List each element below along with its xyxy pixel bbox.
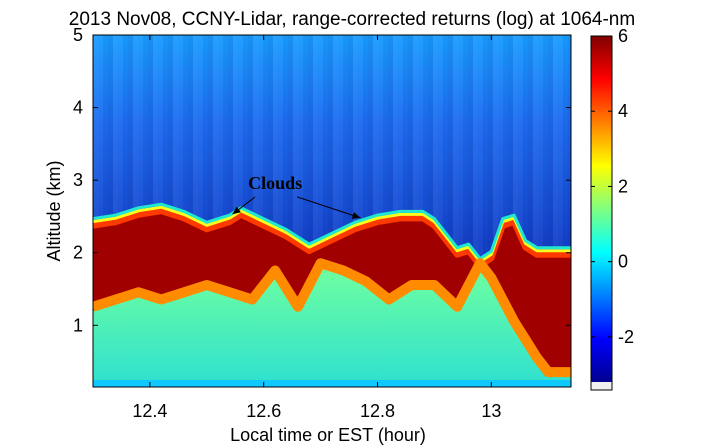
time-stripe (368, 35, 373, 387)
time-stripe (333, 35, 338, 387)
plot-frame (92, 34, 572, 388)
time-stripe (483, 35, 488, 387)
time-stripe (508, 35, 513, 387)
time-stripe (268, 35, 273, 387)
chart-title: 2013 Nov08, CCNY-Lidar, range-corrected … (69, 9, 635, 30)
colorbar-ticks: -2 0 2 4 6 (591, 26, 634, 347)
cloud-top-transition (93, 205, 571, 264)
x-tick-label: 13 (481, 401, 501, 421)
time-stripe (188, 35, 193, 387)
boundary-layer-region (93, 267, 571, 387)
time-stripe (548, 35, 553, 387)
time-stripe (428, 35, 433, 387)
clouds-arrowhead-left (232, 206, 241, 215)
time-stripe (283, 35, 288, 387)
time-stripe (303, 35, 308, 387)
time-stripe (463, 35, 468, 387)
time-stripe (543, 35, 548, 387)
time-stripe (208, 35, 213, 387)
time-stripe (263, 35, 268, 387)
time-stripe (343, 35, 348, 387)
colorbar: -2 0 2 4 6 (590, 26, 634, 391)
x-axis: 12.4 12.6 12.8 13 (132, 35, 501, 421)
cloud-top-edge (93, 208, 571, 269)
time-stripe (473, 35, 478, 387)
time-stripe (448, 35, 453, 387)
time-stripe (323, 35, 328, 387)
colorbar-frame (590, 35, 613, 391)
time-stripe (223, 35, 228, 387)
x-tick-label: 12.4 (132, 401, 167, 421)
clouds-label: Clouds (248, 173, 302, 193)
time-stripe (433, 35, 438, 387)
time-stripe (488, 35, 493, 387)
y-tick-label: 4 (73, 98, 83, 118)
colorbar-tick-label: -2 (618, 327, 634, 347)
cloud-top-halo (93, 202, 571, 261)
clouds-arrow-right (296, 196, 361, 219)
y-tick-label: 3 (73, 170, 83, 190)
y-axis-label: Altitude (km) (44, 160, 64, 261)
time-stripe (253, 35, 258, 387)
time-stripe (373, 35, 378, 387)
colorbar-gradient (591, 36, 612, 382)
plot-area (93, 35, 571, 387)
cloud-bottom-edge (93, 258, 571, 378)
y-tick-label: 1 (73, 315, 83, 335)
time-stripe (523, 35, 528, 387)
time-stripe (328, 35, 333, 387)
time-stripe (533, 35, 538, 387)
x-tick-label: 12.8 (360, 401, 395, 421)
time-stripe (353, 35, 358, 387)
time-stripe (348, 35, 353, 387)
time-stripe (113, 35, 118, 387)
time-stripe (383, 35, 388, 387)
time-stripe (108, 35, 113, 387)
time-stripe (363, 35, 368, 387)
time-stripe (528, 35, 533, 387)
time-stripe (103, 35, 108, 387)
time-stripe (553, 35, 558, 387)
time-stripe (453, 35, 458, 387)
time-stripe (273, 35, 278, 387)
time-stripe (563, 35, 568, 387)
time-stripe (568, 35, 571, 387)
time-stripe (288, 35, 293, 387)
time-stripe (468, 35, 473, 387)
time-stripe (93, 35, 98, 387)
colorbar-tick-label: 4 (618, 101, 628, 121)
y-tick-label: 2 (73, 243, 83, 263)
time-stripe (228, 35, 233, 387)
clouds-annotation: Clouds (232, 173, 361, 219)
time-stripe (193, 35, 198, 387)
near-ground-band (93, 380, 571, 387)
time-stripe (423, 35, 428, 387)
colorbar-tick-label: 2 (618, 176, 628, 196)
y-axis: 1 2 3 4 5 (73, 25, 571, 335)
x-axis-label: Local time or EST (hour) (230, 425, 426, 445)
time-stripe (203, 35, 208, 387)
clouds-arrowhead-right (351, 212, 361, 219)
x-tick-label: 12.6 (246, 401, 281, 421)
colorbar-tick-label: 0 (618, 252, 628, 272)
time-stripe (293, 35, 298, 387)
colorbar-tick-label: 6 (618, 26, 628, 46)
time-stripe (443, 35, 448, 387)
time-stripe (313, 35, 318, 387)
time-stripe (388, 35, 393, 387)
colorbar-underflow (591, 382, 612, 390)
time-stripe (308, 35, 313, 387)
time-stripe (493, 35, 498, 387)
time-stripe (503, 35, 508, 387)
y-tick-label: 5 (73, 25, 83, 45)
time-stripe (513, 35, 518, 387)
time-stripe (213, 35, 218, 387)
